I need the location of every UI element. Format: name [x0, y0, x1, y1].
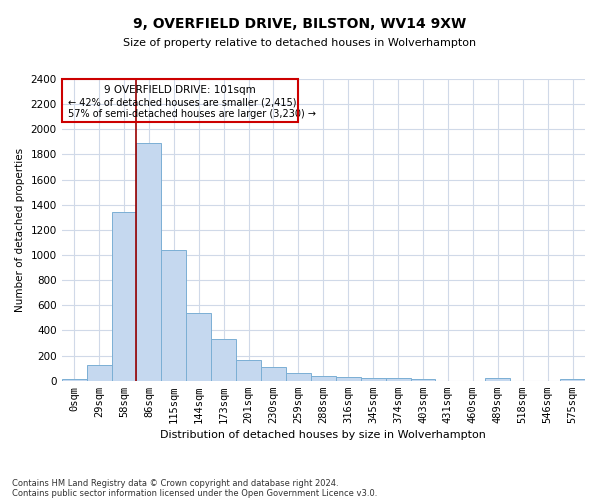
Bar: [112, 212, 136, 380]
Bar: [311, 376, 336, 380]
Bar: [236, 360, 261, 380]
Text: 9, OVERFIELD DRIVE, BILSTON, WV14 9XW: 9, OVERFIELD DRIVE, BILSTON, WV14 9XW: [133, 18, 467, 32]
Text: Size of property relative to detached houses in Wolverhampton: Size of property relative to detached ho…: [124, 38, 476, 48]
Text: 9 OVERFIELD DRIVE: 101sqm: 9 OVERFIELD DRIVE: 101sqm: [104, 85, 256, 95]
Bar: [560, 379, 585, 380]
Bar: [161, 250, 186, 380]
X-axis label: Distribution of detached houses by size in Wolverhampton: Distribution of detached houses by size …: [160, 430, 486, 440]
Bar: [86, 365, 112, 380]
Bar: [361, 378, 386, 380]
Text: Contains public sector information licensed under the Open Government Licence v3: Contains public sector information licen…: [12, 488, 377, 498]
Bar: [336, 377, 361, 380]
Text: ← 42% of detached houses are smaller (2,415): ← 42% of detached houses are smaller (2,…: [68, 97, 296, 107]
Bar: [62, 379, 86, 380]
Y-axis label: Number of detached properties: Number of detached properties: [15, 148, 25, 312]
Text: Contains HM Land Registry data © Crown copyright and database right 2024.: Contains HM Land Registry data © Crown c…: [12, 478, 338, 488]
Text: 57% of semi-detached houses are larger (3,230) →: 57% of semi-detached houses are larger (…: [68, 110, 316, 120]
Bar: [386, 378, 410, 380]
Bar: [211, 338, 236, 380]
Bar: [261, 367, 286, 380]
Bar: [286, 373, 311, 380]
Bar: [485, 378, 510, 380]
Bar: [186, 313, 211, 380]
Bar: [410, 379, 436, 380]
Bar: [136, 143, 161, 380]
